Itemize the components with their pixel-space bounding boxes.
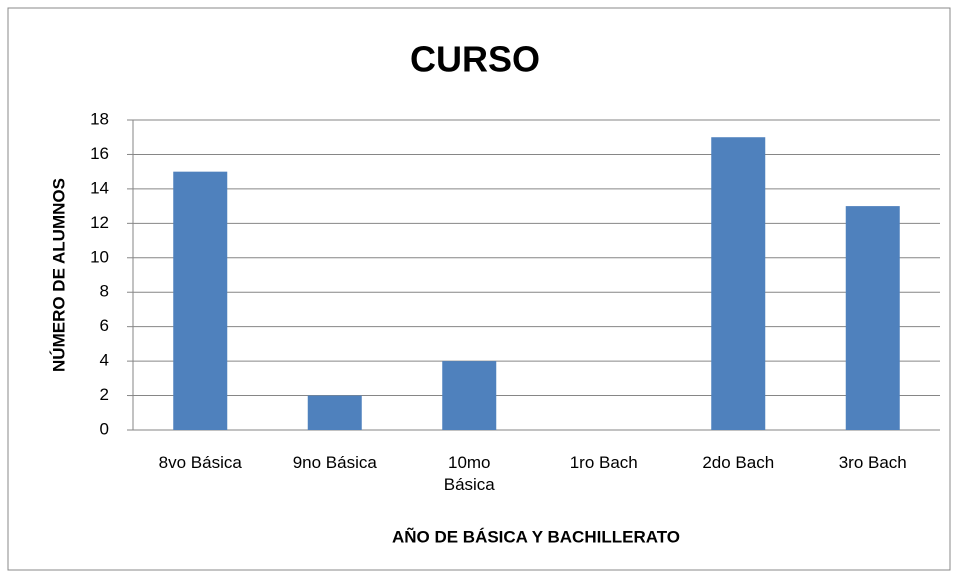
y-tick-label: 18 <box>90 109 109 128</box>
y-tick-label: 0 <box>100 419 109 438</box>
bar <box>711 137 766 430</box>
y-tick-label: 8 <box>100 282 109 301</box>
x-tick-label: 8vo Básica <box>158 453 242 472</box>
x-tick-label: 3ro Bach <box>838 453 907 472</box>
chart-frame <box>7 7 951 571</box>
bar <box>307 395 362 430</box>
y-tick-label: 10 <box>90 247 109 266</box>
bar <box>173 171 228 430</box>
x-tick-label: 1ro Bach <box>569 453 638 472</box>
bar <box>442 361 497 430</box>
bar <box>845 206 900 430</box>
y-axis-label: NÚMERO DE ALUMNOS <box>49 178 68 372</box>
x-tick-label: 2do Bach <box>702 453 775 472</box>
chart-title: CURSO <box>410 39 540 80</box>
y-tick-label: 14 <box>90 178 109 197</box>
y-tick-label: 12 <box>90 213 109 232</box>
y-tick-label: 16 <box>90 144 109 163</box>
x-tick-label: 10mo Básica <box>443 453 495 494</box>
y-tick-label: 4 <box>100 351 109 370</box>
y-tick-label: 2 <box>100 385 109 404</box>
x-axis-label: AÑO DE BÁSICA Y BACHILLERATO <box>392 526 680 546</box>
x-tick-label: 9no Básica <box>292 453 377 472</box>
y-tick-label: 6 <box>100 316 109 335</box>
